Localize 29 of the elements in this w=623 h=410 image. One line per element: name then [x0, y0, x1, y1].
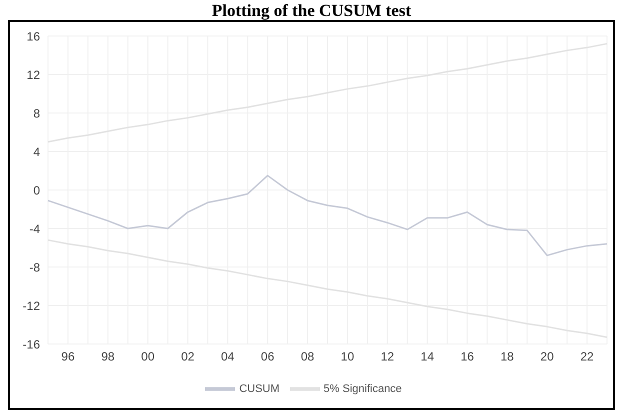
y-tick-label: 4: [33, 144, 40, 159]
x-tick-label: 20: [540, 350, 554, 364]
y-tick-label: 16: [26, 29, 40, 44]
x-tick-label: 12: [380, 350, 394, 364]
x-tick-label: 96: [61, 350, 75, 364]
chart-title: Plotting of the CUSUM test: [210, 1, 412, 20]
x-tick-label: 04: [221, 350, 235, 364]
x-tick-label: 16: [460, 350, 474, 364]
legend-label: 5% Significance: [324, 382, 402, 395]
y-tick-label: 12: [26, 68, 40, 82]
y-tick-label: -16: [22, 337, 40, 352]
x-tick-label: 08: [300, 350, 315, 364]
y-tick-label: -12: [22, 298, 40, 313]
x-tick-label: 06: [260, 350, 275, 364]
y-tick-label: 0: [33, 183, 40, 198]
x-tick-label: 02: [181, 350, 195, 364]
x-tick-label: 22: [580, 350, 594, 364]
x-tick-label: 98: [101, 350, 115, 364]
x-tick-label: 18: [500, 350, 514, 364]
y-tick-label: 8: [33, 106, 40, 120]
x-tick-label: 14: [420, 350, 434, 364]
y-tick-label: -4: [29, 222, 40, 236]
legend-label: CUSUM: [239, 382, 280, 395]
line-series: [47, 239, 608, 338]
y-tick-label: -8: [29, 260, 40, 274]
line-series: [47, 174, 608, 256]
line-series: [47, 42, 608, 143]
x-tick-label: 10: [340, 350, 354, 364]
x-tick-label: 00: [141, 350, 155, 364]
